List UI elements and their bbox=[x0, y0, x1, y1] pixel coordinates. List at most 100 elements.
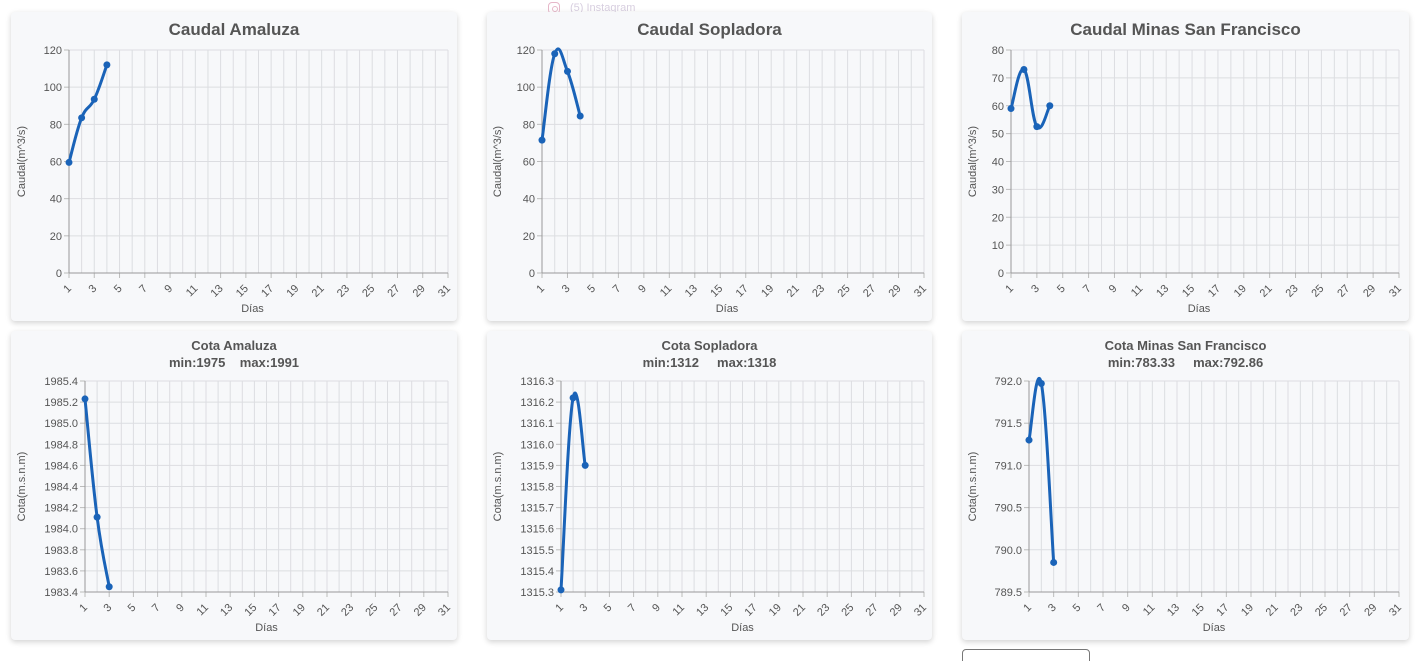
y-tick-label: 80 bbox=[992, 45, 1004, 57]
caudal-sopladora-title: Caudal Sopladora bbox=[637, 20, 782, 39]
data-point[interactable] bbox=[78, 114, 86, 122]
x-tick-label: 19 bbox=[1239, 602, 1256, 619]
x-tick-label: 27 bbox=[388, 602, 405, 619]
caudal-minas-san-francisco-title: Caudal Minas San Francisco bbox=[1070, 20, 1301, 39]
x-tick-label: 11 bbox=[1129, 283, 1146, 300]
y-tick-label: 20 bbox=[992, 212, 1004, 224]
x-axis-label: Días bbox=[255, 622, 278, 634]
x-tick-label: 17 bbox=[734, 283, 751, 300]
data-point[interactable] bbox=[1007, 105, 1015, 113]
x-axis-label: Días bbox=[1188, 303, 1211, 315]
data-point[interactable] bbox=[90, 95, 98, 103]
y-tick-label: 1985.2 bbox=[44, 397, 78, 409]
caudal-minas-san-francisco-chart: Caudal Minas San Francisco 0 10 20 30 40 50 60 7… bbox=[967, 20, 1404, 315]
y-tick-label: 1315.3 bbox=[520, 587, 554, 599]
data-point[interactable] bbox=[1037, 380, 1045, 388]
data-point[interactable] bbox=[576, 112, 584, 120]
x-tick-label: 21 bbox=[315, 602, 332, 619]
x-tick-label: 13 bbox=[1165, 602, 1182, 619]
data-point[interactable] bbox=[1033, 123, 1041, 131]
x-tick-label: 1 bbox=[1003, 283, 1016, 296]
background-link-label: (5) Instagram bbox=[570, 2, 636, 14]
y-tick-label: 1984.0 bbox=[44, 524, 78, 536]
series-line bbox=[559, 392, 587, 592]
y-tick-label: 1315.8 bbox=[520, 482, 554, 494]
data-point[interactable] bbox=[1025, 436, 1033, 444]
data-point[interactable] bbox=[563, 67, 571, 75]
bottom-action-button[interactable] bbox=[962, 649, 1090, 661]
y-tick-label: 1984.8 bbox=[44, 439, 78, 451]
x-tick-label: 11 bbox=[658, 283, 675, 300]
x-tick-label: 31 bbox=[436, 602, 453, 619]
x-tick-label: 29 bbox=[411, 283, 428, 300]
data-point[interactable] bbox=[81, 395, 89, 403]
y-tick-label: 1315.9 bbox=[520, 460, 554, 472]
y-tick-label: 60 bbox=[523, 157, 535, 169]
y-tick-label: 80 bbox=[523, 119, 535, 131]
y-tick-label: 1983.8 bbox=[44, 545, 78, 557]
y-tick-label: 40 bbox=[992, 157, 1004, 169]
data-point[interactable] bbox=[551, 50, 559, 58]
y-tick-label: 790.5 bbox=[994, 503, 1022, 515]
x-tick-label: 13 bbox=[1154, 283, 1171, 300]
x-tick-label: 23 bbox=[810, 283, 827, 300]
x-tick-label: 27 bbox=[864, 602, 881, 619]
series-line bbox=[1009, 68, 1052, 130]
y-axis-label: Cota(m.s.n.m) bbox=[16, 452, 28, 522]
data-point[interactable] bbox=[581, 461, 589, 469]
x-tick-label: 29 bbox=[412, 602, 429, 619]
y-tick-label: 30 bbox=[992, 184, 1004, 196]
cota-minas-san-francisco-subtitle: min:783.33 max:792.86 bbox=[1108, 355, 1263, 370]
y-axis-label: Caudal(m^3/s) bbox=[16, 126, 28, 197]
x-axis-label: Días bbox=[1203, 622, 1226, 634]
data-point[interactable] bbox=[1020, 66, 1028, 74]
x-tick-label: 9 bbox=[650, 602, 663, 615]
caudal-amaluza-title: Caudal Amaluza bbox=[169, 20, 300, 39]
y-tick-label: 1985.4 bbox=[44, 376, 78, 388]
x-tick-label: 5 bbox=[602, 602, 615, 615]
data-point[interactable] bbox=[65, 158, 73, 166]
y-tick-label: 0 bbox=[56, 268, 62, 280]
y-tick-label: 120 bbox=[517, 45, 535, 57]
cota-amaluza-title: Cota Amaluza bbox=[191, 338, 277, 353]
x-tick-label: 1 bbox=[61, 283, 74, 296]
y-tick-label: 1315.4 bbox=[520, 566, 554, 578]
caudal-sopladora-card: Caudal Sopladora 0 20 40 60 80 100 120 1 3 5 7 9 11 13… bbox=[487, 12, 932, 321]
x-tick-label: 29 bbox=[887, 283, 904, 300]
y-tick-label: 100 bbox=[517, 82, 535, 94]
data-point[interactable] bbox=[103, 61, 111, 69]
x-tick-label: 31 bbox=[436, 283, 453, 300]
cota-sopladora-card: Cota Sopladora min:1312 max:1318 1315.3 131… bbox=[487, 331, 932, 640]
y-tick-label: 789.5 bbox=[994, 587, 1022, 599]
y-tick-label: 40 bbox=[50, 194, 62, 206]
series-line bbox=[540, 47, 582, 142]
x-tick-label: 11 bbox=[195, 602, 212, 619]
x-axis-label: Días bbox=[241, 303, 264, 315]
x-tick-label: 1 bbox=[77, 602, 90, 615]
data-point[interactable] bbox=[105, 583, 113, 591]
cota-minas-san-francisco-title: Cota Minas San Francisco bbox=[1105, 338, 1267, 353]
x-tick-label: 13 bbox=[694, 602, 711, 619]
x-tick-label: 1 bbox=[553, 602, 566, 615]
y-tick-label: 790.0 bbox=[994, 545, 1022, 557]
data-point[interactable] bbox=[538, 136, 546, 144]
data-point[interactable] bbox=[1046, 102, 1054, 110]
x-tick-label: 23 bbox=[335, 283, 352, 300]
x-tick-label: 27 bbox=[1338, 602, 1355, 619]
y-tick-label: 50 bbox=[992, 129, 1004, 141]
y-tick-label: 40 bbox=[523, 194, 535, 206]
x-tick-label: 31 bbox=[912, 602, 929, 619]
data-point[interactable] bbox=[1050, 558, 1058, 566]
x-tick-label: 11 bbox=[671, 602, 688, 619]
data-point[interactable] bbox=[557, 586, 565, 594]
x-tick-label: 3 bbox=[102, 602, 115, 615]
y-axis-label: Caudal(m^3/s) bbox=[492, 126, 504, 197]
x-tick-label: 13 bbox=[683, 283, 700, 300]
x-tick-label: 21 bbox=[791, 602, 808, 619]
x-tick-label: 25 bbox=[1309, 283, 1326, 300]
data-point[interactable] bbox=[569, 394, 577, 402]
data-point[interactable] bbox=[93, 513, 101, 521]
x-tick-label: 9 bbox=[636, 283, 649, 296]
